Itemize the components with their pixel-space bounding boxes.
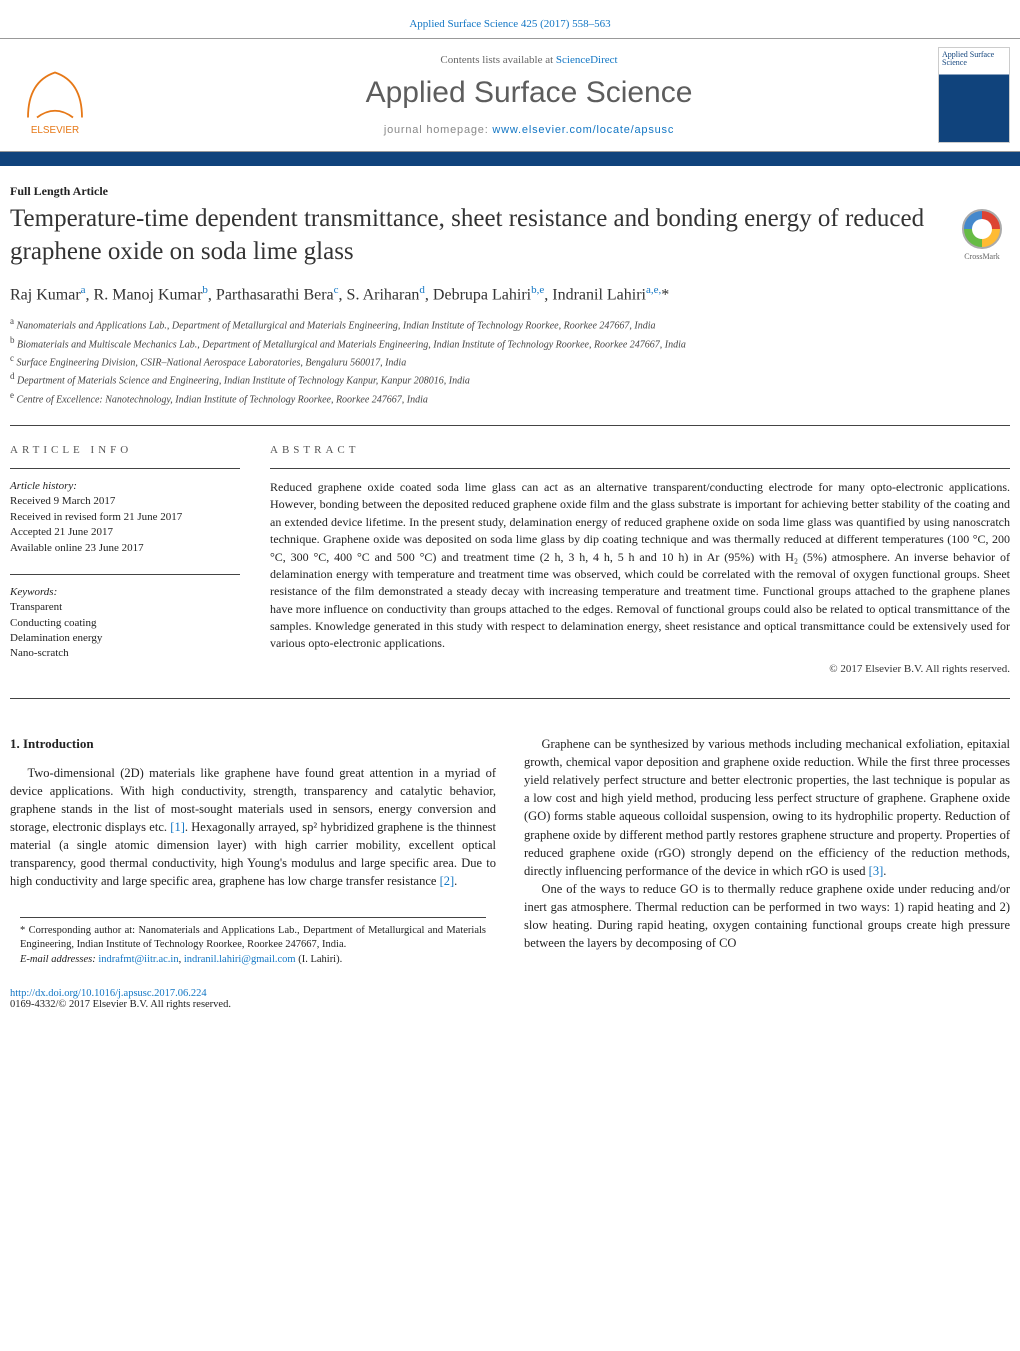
abstract-col: ABSTRACT Reduced graphene oxide coated s… [270, 444, 1010, 680]
journal-name: Applied Surface Science [120, 76, 938, 110]
issn-line: 0169-4332/© 2017 Elsevier B.V. All right… [10, 999, 231, 1010]
history-line: Available online 23 June 2017 [10, 541, 240, 556]
citation-link[interactable]: Applied Surface Science 425 (2017) 558–5… [409, 18, 610, 30]
keyword: Conducting coating [10, 616, 240, 631]
info-head: ARTICLE INFO [10, 444, 240, 456]
history-label: Article history: [10, 479, 240, 494]
article-info-col: ARTICLE INFO Article history: Received 9… [10, 444, 240, 680]
abstract-text: Reduced graphene oxide coated soda lime … [270, 479, 1010, 653]
authors: Raj Kumara, R. Manoj Kumarb, Parthasarat… [0, 282, 1020, 315]
body-para: One of the ways to reduce GO is to therm… [524, 880, 1010, 953]
doi-link[interactable]: http://dx.doi.org/10.1016/j.apsusc.2017.… [10, 988, 207, 999]
affiliation: d Department of Materials Science and En… [10, 370, 1010, 388]
homepage-line: journal homepage: www.elsevier.com/locat… [120, 124, 938, 136]
affiliations: a Nanomaterials and Applications Lab., D… [0, 315, 1020, 417]
article-history: Article history: Received 9 March 2017Re… [10, 479, 240, 556]
journal-cover: Applied Surface Science [938, 47, 1010, 143]
homepage-prefix: journal homepage: [384, 124, 493, 136]
history-line: Received 9 March 2017 [10, 494, 240, 509]
article-type: Full Length Article [10, 184, 1020, 199]
article-title: Temperature-time dependent transmittance… [10, 203, 954, 268]
contents-prefix: Contents lists available at [440, 54, 555, 66]
affiliation: a Nanomaterials and Applications Lab., D… [10, 315, 1010, 333]
copyright: © 2017 Elsevier B.V. All rights reserved… [270, 663, 1010, 675]
footnotes: * Corresponding author at: Nanomaterials… [20, 917, 486, 968]
crossmark-icon [962, 209, 1002, 249]
history-line: Received in revised form 21 June 2017 [10, 510, 240, 525]
citation[interactable]: [2] [440, 874, 455, 888]
masthead: ELSEVIER Contents lists available at Sci… [0, 38, 1020, 152]
keyword: Transparent [10, 600, 240, 615]
accent-bar [0, 152, 1020, 166]
info-rule [10, 468, 240, 469]
email-label: E-mail addresses: [20, 954, 98, 965]
elsevier-logo: ELSEVIER [10, 50, 100, 140]
sciencedirect-link[interactable]: ScienceDirect [556, 54, 618, 66]
section-heading: 1. Introduction [10, 735, 496, 754]
keyword: Nano-scratch [10, 646, 240, 661]
body-para: Graphene can be synthesized by various m… [524, 735, 1010, 880]
email-line: E-mail addresses: indrafmt@iitr.ac.in, i… [20, 953, 486, 968]
citation[interactable]: [1] [170, 820, 185, 834]
abstract-rule [270, 468, 1010, 469]
homepage-link[interactable]: www.elsevier.com/locate/apsusc [492, 124, 674, 136]
keyword: Delamination energy [10, 631, 240, 646]
affiliation: e Centre of Excellence: Nanotechnology, … [10, 389, 1010, 407]
svg-text:ELSEVIER: ELSEVIER [31, 125, 79, 136]
col-right: Graphene can be synthesized by various m… [524, 735, 1010, 968]
cover-title: Applied Surface Science [939, 48, 1009, 70]
email-suffix: (I. Lahiri). [296, 954, 343, 965]
header-citation: Applied Surface Science 425 (2017) 558–5… [0, 0, 1020, 38]
affiliation: c Surface Engineering Division, CSIR–Nat… [10, 352, 1010, 370]
body-para: Two-dimensional (2D) materials like grap… [10, 764, 496, 891]
rule-top [10, 425, 1010, 426]
col-left: 1. Introduction Two-dimensional (2D) mat… [10, 735, 496, 968]
email-2[interactable]: indranil.lahiri@gmail.com [184, 954, 296, 965]
corresponding-author: * Corresponding author at: Nanomaterials… [20, 924, 486, 953]
keywords-label: Keywords: [10, 585, 240, 600]
history-line: Accepted 21 June 2017 [10, 525, 240, 540]
crossmark-label: CrossMark [964, 252, 1000, 261]
citation[interactable]: [3] [869, 864, 884, 878]
info-rule2 [10, 574, 240, 575]
doi-block: http://dx.doi.org/10.1016/j.apsusc.2017.… [0, 978, 1020, 1020]
email-1[interactable]: indrafmt@iitr.ac.in [98, 954, 178, 965]
crossmark-badge[interactable]: CrossMark [954, 209, 1010, 261]
abstract-head: ABSTRACT [270, 444, 1010, 456]
rule-bottom [10, 698, 1010, 699]
keywords-block: Keywords: TransparentConducting coatingD… [10, 585, 240, 662]
body-columns: 1. Introduction Two-dimensional (2D) mat… [0, 707, 1020, 978]
contents-line: Contents lists available at ScienceDirec… [120, 54, 938, 66]
affiliation: b Biomaterials and Multiscale Mechanics … [10, 334, 1010, 352]
